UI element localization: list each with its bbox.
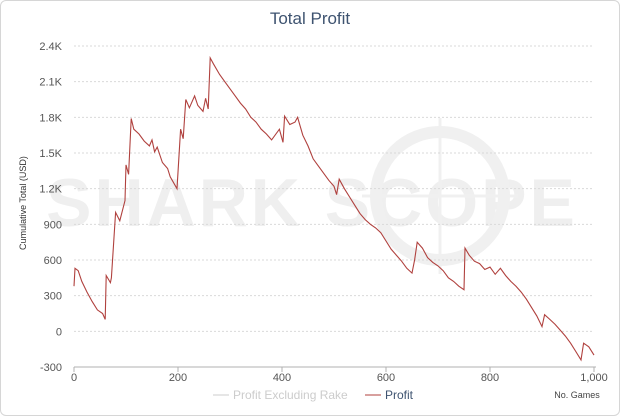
x-tick-label: 200 xyxy=(169,372,187,384)
chart-title: Total Profit xyxy=(270,9,351,28)
x-tick-label: 800 xyxy=(481,372,499,384)
legend: Profit Excluding Rake Profit xyxy=(213,388,414,402)
legend-label-profit: Profit xyxy=(385,388,414,402)
y-tick-label: -300 xyxy=(40,362,62,374)
x-tick-label: 600 xyxy=(377,372,395,384)
legend-label-profit-excluding-rake: Profit Excluding Rake xyxy=(233,388,348,402)
y-axis-ticks: 2.4K 2.1K 1.8K 1.5K 1.2K 900 600 300 0 -300 xyxy=(39,41,62,374)
y-tick-label: 0 xyxy=(56,326,62,338)
y-tick-label: 1.5K xyxy=(39,148,62,160)
grid-lines xyxy=(74,45,594,332)
x-axis-ticks: 0 200 400 600 800 1,000 xyxy=(71,367,608,384)
legend-item-profit[interactable]: Profit xyxy=(365,388,414,402)
y-tick-label: 300 xyxy=(44,291,62,303)
y-tick-label: 2.1K xyxy=(39,77,62,89)
y-tick-label: 900 xyxy=(44,219,62,231)
x-axis-label: No. Games xyxy=(554,390,600,400)
x-tick-label: 1,000 xyxy=(580,372,608,384)
x-tick-label: 0 xyxy=(71,372,77,384)
y-axis-label: Cumulative Total (USD) xyxy=(18,156,28,250)
watermark-scope-icon xyxy=(362,118,518,274)
y-tick-label: 1.8K xyxy=(39,112,62,124)
y-tick-label: 1.2K xyxy=(39,184,62,196)
y-tick-label: 2.4K xyxy=(39,41,62,53)
watermark: SHARK SCOPE xyxy=(46,165,578,241)
series-line-profit xyxy=(73,55,595,362)
legend-item-profit-excluding-rake[interactable]: Profit Excluding Rake xyxy=(213,388,348,402)
x-tick-label: 400 xyxy=(273,372,291,384)
y-tick-label: 600 xyxy=(44,255,62,267)
